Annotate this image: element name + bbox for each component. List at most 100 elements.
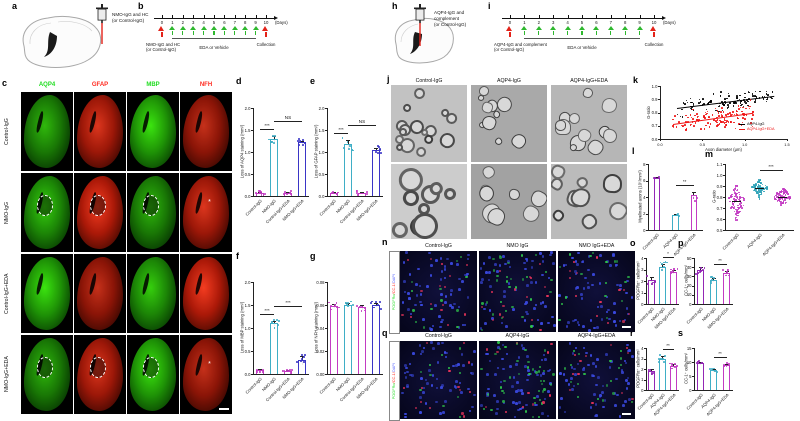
dapi-nucleus — [494, 373, 497, 377]
data-point — [694, 200, 697, 202]
em-image — [471, 164, 547, 239]
pdgfra-cell — [455, 259, 459, 263]
cc1-cell — [584, 354, 587, 358]
pdgfra-cell — [601, 399, 605, 402]
swarm-point — [760, 192, 763, 194]
swarm-point — [763, 188, 765, 190]
pdgfra-cell — [499, 256, 502, 259]
swarm-point — [735, 216, 738, 219]
scatter-point — [703, 116, 705, 118]
dapi-nucleus — [540, 358, 544, 362]
cc1-cell — [457, 385, 460, 389]
data-point — [710, 276, 713, 279]
dapi-nucleus — [593, 326, 596, 330]
scatter-point — [730, 121, 733, 123]
day-tick — [245, 15, 246, 18]
swarm-point — [760, 188, 762, 191]
x-axis — [725, 230, 794, 231]
dapi-nucleus — [598, 282, 602, 285]
y-axis-label: Loss of MBP staining (mm²) — [239, 302, 244, 354]
y-tick-label: 3 — [641, 356, 644, 362]
dapi-nucleus — [497, 346, 500, 349]
chart-gratio-swarm: 0.5 0.6 0.7 0.8 0.9 1.0 1.1 *** Control-IgG AQP4-… — [710, 152, 798, 260]
dapi-nucleus — [516, 381, 519, 384]
dapi-nucleus — [626, 279, 629, 283]
dapi-nucleus — [406, 370, 409, 374]
bar — [648, 279, 655, 304]
scatter-point — [709, 99, 712, 102]
dapi-nucleus — [511, 400, 515, 404]
dapi-nucleus — [576, 321, 580, 324]
dapi-nucleus — [544, 305, 547, 309]
data-point — [277, 324, 280, 327]
pdgfra-cell — [492, 258, 495, 261]
scatter-point — [734, 101, 736, 103]
significance-line — [662, 256, 674, 258]
y-tick — [723, 175, 725, 176]
cc1-cell — [599, 301, 602, 304]
dapi-nucleus — [486, 373, 489, 377]
data-point — [332, 190, 335, 193]
data-point — [699, 269, 702, 272]
group-row-label: NMO-IgG+EDA — [4, 356, 10, 393]
day-tick — [596, 15, 598, 18]
scatter-point — [692, 109, 695, 112]
dapi-nucleus — [526, 284, 529, 288]
cc1-cell — [543, 285, 546, 288]
dapi-nucleus — [587, 286, 590, 289]
dapi-nucleus — [595, 358, 599, 362]
lesion-outline — [89, 357, 106, 379]
y-tick — [325, 374, 327, 375]
y-tick-label: 1.5 — [318, 127, 325, 133]
y-tick-label: 0.02 — [316, 348, 325, 354]
data-point — [378, 145, 380, 148]
day-tick — [524, 15, 526, 18]
syringe-icon — [96, 4, 108, 44]
y-axis-label: PDGFRα⁺ cells/mm² — [635, 261, 640, 301]
pdgfra-cell — [542, 379, 545, 383]
treatment-arrow — [252, 26, 259, 30]
chart-myelinated-axons: 0 2 4 6 8 ** Control-IgG AQP4-IgG AQP4-IgG+EDA My… — [636, 152, 706, 260]
scatter-point — [724, 98, 726, 100]
swarm-point — [736, 197, 739, 199]
y-tick-label: 10 — [686, 292, 692, 298]
significance-line — [675, 184, 694, 186]
data-point — [709, 280, 712, 283]
dapi-nucleus — [625, 387, 629, 390]
cc1-cell — [532, 403, 535, 406]
treatment-arrow — [521, 26, 528, 30]
swarm-point — [757, 191, 760, 193]
scatter-point — [718, 105, 720, 108]
data-point — [722, 272, 725, 275]
dapi-nucleus — [541, 412, 544, 416]
y-tick — [692, 376, 694, 377]
scatter-point — [737, 117, 739, 120]
swarm-point — [734, 187, 736, 190]
data-point — [710, 368, 713, 371]
panel-letter-h: h — [392, 1, 398, 11]
bar — [697, 363, 704, 390]
timeline-axis — [502, 18, 662, 19]
dapi-nucleus — [601, 384, 605, 388]
dapi-nucleus — [542, 353, 546, 357]
scatter-point — [685, 99, 688, 102]
ventricle-shadow — [141, 272, 151, 296]
swarm-point — [731, 206, 733, 209]
dapi-nucleus — [593, 414, 597, 418]
dapi-nucleus — [558, 406, 562, 409]
swarm-point — [736, 212, 738, 214]
pdgfra-cell — [564, 296, 568, 299]
data-point — [660, 269, 663, 272]
pdgfra-cell — [530, 325, 533, 328]
dapi-nucleus — [530, 281, 533, 284]
swarm-point — [782, 200, 785, 203]
error-bar — [301, 140, 303, 145]
scatter-point — [705, 113, 707, 116]
dapi-nucleus — [572, 384, 576, 388]
pdgfra-cell — [538, 365, 542, 369]
dapi-nucleus — [608, 317, 612, 321]
data-point — [724, 274, 727, 277]
y-tick-label: 2 — [641, 366, 644, 372]
myelin-ring — [480, 164, 497, 180]
data-point — [270, 140, 273, 143]
